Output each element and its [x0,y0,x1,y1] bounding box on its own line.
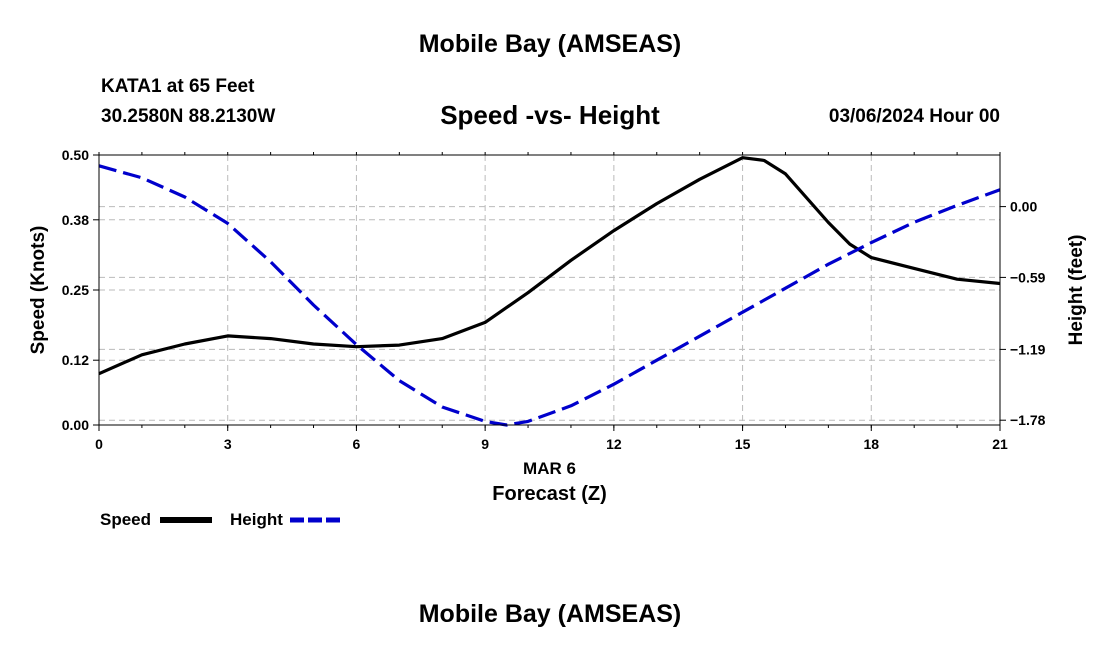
y-tick-label: 0.50 [62,147,89,163]
x-date-label: MAR 6 [523,459,576,478]
y-tick-label: 0.00 [62,417,89,433]
series-line-height [98,164,1001,427]
y-tick-label: 0.38 [62,212,89,228]
axes: 0 3 6 9 12 15 18 21 0.00 0.12 0.25 0.38 0.50 0.00 −0.5… [62,147,1046,452]
series-lines [98,156,1001,427]
footer-title: Mobile Bay (AMSEAS) [418,600,682,628]
x-tick-label: 15 [735,436,751,452]
x-tick-label: 0 [95,436,103,452]
y2-tick-label: 0.00 [1010,199,1037,215]
y2-tick-label: −1.19 [1010,341,1046,357]
y2-axis-label: Height (feet) [1066,235,1087,346]
station-label: KATA1 at 65 Feet [101,76,255,97]
y2-tick-label: −1.78 [1010,412,1046,428]
legend-speed-label: Speed [100,510,151,529]
y-tick-label: 0.12 [62,352,89,368]
x-tick-label: 18 [863,436,879,452]
forecast-datetime: 03/06/2024 Hour 00 [828,106,1000,127]
legend: Speed Height [100,510,342,529]
x-tick-label: 21 [992,436,1008,452]
grid-lines [98,154,1001,426]
x-axis-label: Forecast (Z) [492,483,606,505]
chart-title: Speed -vs- Height [440,100,660,130]
series-line-speed [98,156,1001,376]
y-axis-label: Speed (Knots) [28,226,49,355]
x-tick-label: 9 [481,436,489,452]
x-tick-label: 12 [606,436,622,452]
y-tick-label: 0.25 [62,282,89,298]
x-tick-label: 3 [224,436,232,452]
y2-tick-label: −0.59 [1010,269,1046,285]
x-tick-label: 6 [353,436,361,452]
page-title: Mobile Bay (AMSEAS) [418,30,682,58]
legend-height-label: Height [230,510,283,529]
station-coords: 30.2580N 88.2130W [101,106,276,127]
